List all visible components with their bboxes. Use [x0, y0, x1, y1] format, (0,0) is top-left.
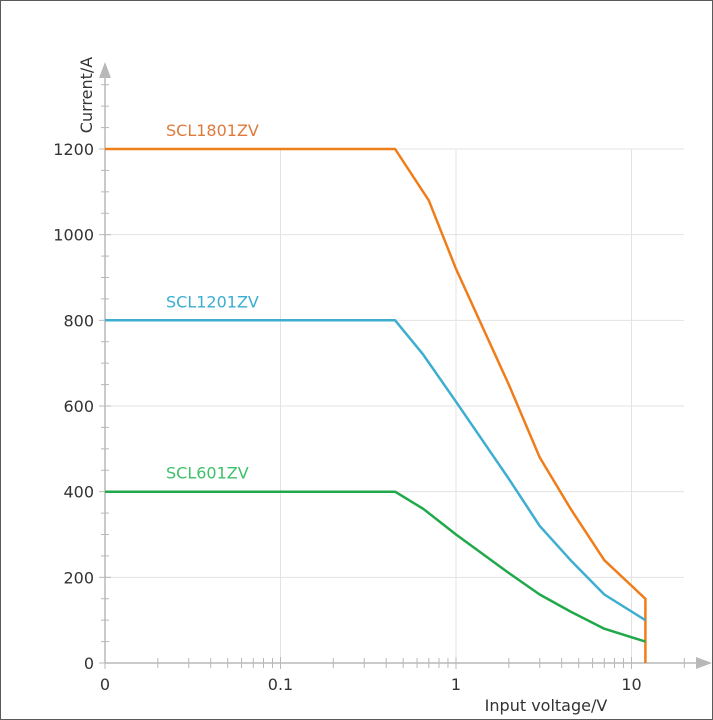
- y-axis-title: Current/A: [77, 57, 96, 133]
- x-tick-label: 0.1: [268, 675, 293, 694]
- y-tick-label: 1000: [53, 226, 94, 245]
- x-tick-label: 0: [100, 675, 110, 694]
- series-label-scl601zv: SCL601ZV: [166, 464, 249, 483]
- series-line-scl1801zv: [105, 147, 647, 663]
- x-axis-arrow-icon: [696, 657, 712, 669]
- y-tick-label: 600: [63, 397, 94, 416]
- labels: 0 200 400 600 800 1000 1200 0 0.1 1 10 Input voltag…: [53, 57, 641, 715]
- x-axis-title: Input voltage/V: [485, 696, 608, 715]
- series-line-scl1201zv: [105, 319, 647, 622]
- axes: [99, 62, 712, 669]
- series-label-scl1201zv: SCL1201ZV: [166, 292, 259, 311]
- x-tick-label: 1: [451, 675, 461, 694]
- y-tick-label: 200: [63, 568, 94, 587]
- y-tick-label: 0: [84, 654, 94, 673]
- y-tick-label: 400: [63, 483, 94, 502]
- y-tick-label: 800: [63, 311, 94, 330]
- series-label-scl1801zv: SCL1801ZV: [166, 121, 259, 140]
- series-line-scl601zv: [105, 490, 646, 643]
- x-tick-label: 10: [621, 675, 641, 694]
- y-axis-arrow-icon: [99, 62, 111, 78]
- series-lines: [105, 147, 647, 663]
- y-tick-label: 1200: [53, 140, 94, 159]
